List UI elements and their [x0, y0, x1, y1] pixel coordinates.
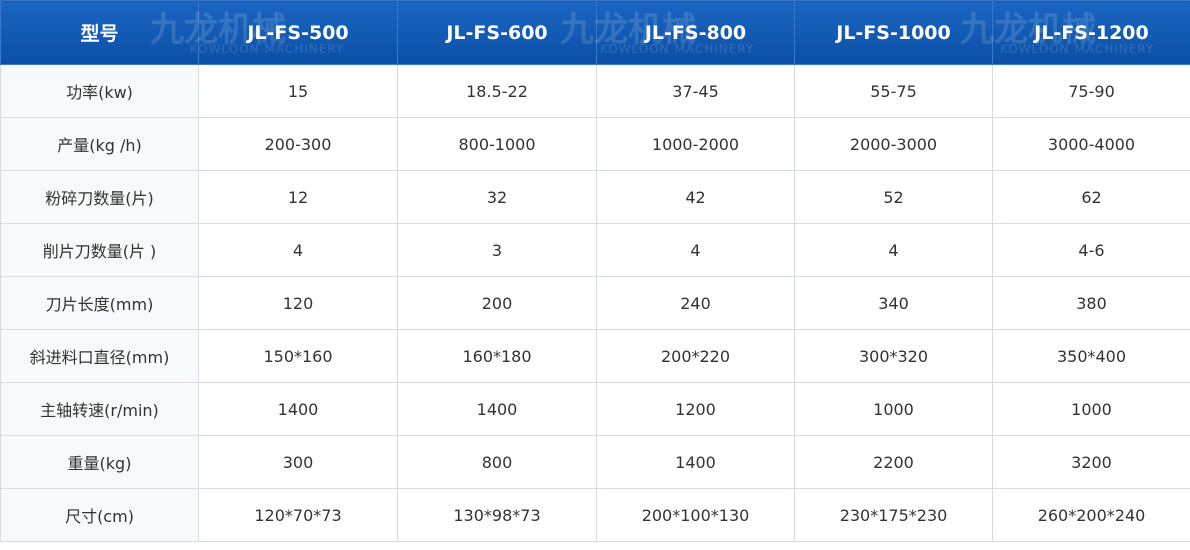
row-label: 重量(kg) — [0, 435, 199, 489]
row-label: 斜进料口直径(mm) — [0, 329, 199, 383]
cell: 130*98*73 — [397, 488, 597, 542]
header-cell: JL-FS-1200 — [992, 0, 1190, 65]
row-label: 功率(kw) — [0, 64, 199, 118]
cell: 380 — [992, 276, 1190, 330]
cell: 1000-2000 — [596, 117, 795, 171]
table-row: 功率(kw) 15 18.5-22 37-45 55-75 75-90 — [0, 64, 1190, 118]
cell: 1000 — [794, 382, 993, 436]
cell: 230*175*230 — [794, 488, 993, 542]
table-row: 削片刀数量(片 ) 4 3 4 4 4-6 — [0, 223, 1190, 277]
cell: 120*70*73 — [198, 488, 398, 542]
cell: 42 — [596, 170, 795, 224]
table-header: 型号 JL-FS-500 JL-FS-600 JL-FS-800 JL-FS-1000 J… — [0, 0, 1190, 65]
cell: 260*200*240 — [992, 488, 1190, 542]
cell: 12 — [198, 170, 398, 224]
cell: 300*320 — [794, 329, 993, 383]
header-cell: JL-FS-800 — [596, 0, 795, 65]
cell: 120 — [198, 276, 398, 330]
cell: 18.5-22 — [397, 64, 597, 118]
cell: 55-75 — [794, 64, 993, 118]
row-label: 尺寸(cm) — [0, 488, 199, 542]
table-row: 尺寸(cm) 120*70*73 130*98*73 200*100*130 230*1… — [0, 488, 1190, 542]
cell: 4 — [596, 223, 795, 277]
cell: 75-90 — [992, 64, 1190, 118]
cell: 1400 — [596, 435, 795, 489]
header-cell: 型号 — [0, 0, 199, 65]
cell: 62 — [992, 170, 1190, 224]
cell: 800 — [397, 435, 597, 489]
cell: 200*100*130 — [596, 488, 795, 542]
table-row: 重量(kg) 300 800 1400 2200 3200 — [0, 435, 1190, 489]
table-row: 粉碎刀数量(片) 12 32 42 52 62 — [0, 170, 1190, 224]
header-cell: JL-FS-1000 — [794, 0, 993, 65]
cell: 1400 — [198, 382, 398, 436]
cell: 3000-4000 — [992, 117, 1190, 171]
cell: 340 — [794, 276, 993, 330]
table-body: 功率(kw) 15 18.5-22 37-45 55-75 75-90 产量(kg /h) 2… — [0, 64, 1190, 542]
cell: 1400 — [397, 382, 597, 436]
cell: 32 — [397, 170, 597, 224]
table-row: 产量(kg /h) 200-300 800-1000 1000-2000 2000-30… — [0, 117, 1190, 171]
row-label: 削片刀数量(片 ) — [0, 223, 199, 277]
cell: 800-1000 — [397, 117, 597, 171]
table-row: 主轴转速(r/min) 1400 1400 1200 1000 1000 — [0, 382, 1190, 436]
header-cell: JL-FS-500 — [198, 0, 398, 65]
cell: 4-6 — [992, 223, 1190, 277]
row-label: 产量(kg /h) — [0, 117, 199, 171]
cell: 2200 — [794, 435, 993, 489]
cell: 3 — [397, 223, 597, 277]
cell: 200-300 — [198, 117, 398, 171]
cell: 4 — [794, 223, 993, 277]
header-cell: JL-FS-600 — [397, 0, 597, 65]
row-label: 刀片长度(mm) — [0, 276, 199, 330]
cell: 3200 — [992, 435, 1190, 489]
cell: 240 — [596, 276, 795, 330]
cell: 150*160 — [198, 329, 398, 383]
row-label: 主轴转速(r/min) — [0, 382, 199, 436]
row-label: 粉碎刀数量(片) — [0, 170, 199, 224]
cell: 300 — [198, 435, 398, 489]
cell: 200 — [397, 276, 597, 330]
cell: 1000 — [992, 382, 1190, 436]
table-row: 刀片长度(mm) 120 200 240 340 380 — [0, 276, 1190, 330]
cell: 37-45 — [596, 64, 795, 118]
table-row: 斜进料口直径(mm) 150*160 160*180 200*220 300*320 35… — [0, 329, 1190, 383]
cell: 4 — [198, 223, 398, 277]
cell: 350*400 — [992, 329, 1190, 383]
header-row: 型号 JL-FS-500 JL-FS-600 JL-FS-800 JL-FS-1000 J… — [0, 0, 1190, 65]
cell: 200*220 — [596, 329, 795, 383]
cell: 160*180 — [397, 329, 597, 383]
cell: 52 — [794, 170, 993, 224]
cell: 15 — [198, 64, 398, 118]
cell: 1200 — [596, 382, 795, 436]
cell: 2000-3000 — [794, 117, 993, 171]
